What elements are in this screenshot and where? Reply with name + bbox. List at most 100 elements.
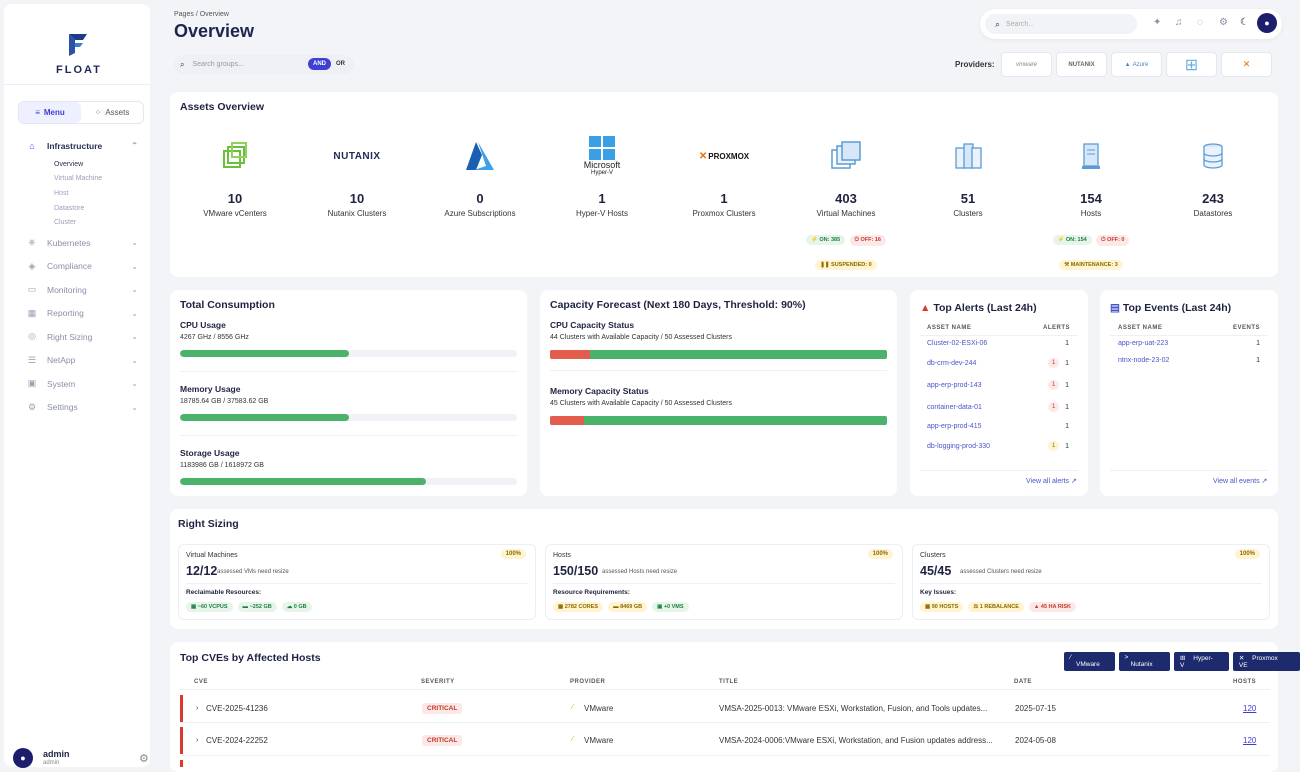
filter-label: VMware	[1070, 659, 1106, 670]
divider	[180, 689, 1270, 690]
divider	[550, 370, 887, 371]
sidebar-item-label: Reporting	[47, 308, 84, 319]
assets-tab[interactable]: ⁘ Assets	[81, 102, 143, 123]
rs-heading: Virtual Machines	[186, 552, 238, 559]
sidebar-item-monitoring[interactable]: ▭ Monitoring ⌄	[26, 278, 138, 302]
alert-row[interactable]: Cluster-02-ESXi-06 1	[927, 340, 1072, 352]
sidebar-item-reporting[interactable]: ▦ Reporting ⌄	[26, 301, 138, 325]
help-icon[interactable]: ◌	[1197, 17, 1203, 28]
sidebar-item-system[interactable]: ▣ System ⌄	[26, 372, 138, 396]
float-logo[interactable]: FLOAT	[56, 31, 100, 76]
cve-hosts-link[interactable]: 120	[1243, 736, 1257, 745]
sidebar-item-settings[interactable]: ⚙ Settings ⌄	[26, 395, 138, 419]
rs-percent-badge: 100%	[1234, 549, 1260, 559]
provider-hyperv-button[interactable]: ⊞	[1166, 52, 1217, 77]
asset-nutanix-clusters[interactable]: NUTANIX 10 Nutanix Clusters	[307, 131, 407, 219]
asset-virtual-machines[interactable]: 403 Virtual Machines	[796, 131, 896, 218]
chip-text: ~252 GB	[249, 604, 272, 610]
external-link-icon: ↗	[1071, 478, 1077, 485]
alert-row[interactable]: db-logging-prod-330 1 1	[927, 441, 1072, 455]
filter-nutanix[interactable]: > Nutanix	[1118, 652, 1170, 671]
event-asset-link[interactable]: app-erp-uat-223	[1118, 340, 1169, 347]
sidebar-item-right-sizing[interactable]: ◎ Right Sizing ⌄	[26, 325, 138, 349]
globe-icon: ◎	[28, 331, 36, 342]
global-search-input[interactable]: ⌕ Search...	[985, 14, 1137, 34]
filter-hyperv[interactable]: ⊞ Hyper-V	[1174, 652, 1229, 671]
right-sizing-clusters[interactable]: Clusters 100% 45/45 assessed Clusters ne…	[912, 544, 1270, 620]
user-profile[interactable]: ● admin admin ⚙	[13, 748, 153, 768]
view-all-alerts-link[interactable]: View all alerts ↗	[1026, 477, 1077, 485]
sidebar-nav: ⌂ Infrastructure ⌃ Overview Virtual Machin…	[26, 134, 138, 419]
menu-tab[interactable]: ≡ Menu	[19, 102, 81, 123]
cve-id: CVE-2024-22252	[206, 736, 268, 745]
alert-asset-link[interactable]: app-erp-prod-143	[927, 382, 982, 389]
sidebar-subitem-datastore[interactable]: Datastore	[54, 204, 85, 212]
chip: ▲ 45 HA RISK	[1028, 602, 1076, 612]
group-search[interactable]: ⌕ Search groups... AND OR	[174, 55, 354, 74]
or-toggle[interactable]: OR	[336, 61, 345, 67]
sidebar-item-infrastructure[interactable]: ⌂ Infrastructure ⌃	[26, 134, 138, 158]
sidebar-subitem-virtual-machine[interactable]: Virtual Machine	[54, 175, 103, 183]
view-all-events-link[interactable]: View all events ↗	[1213, 477, 1267, 485]
provider-vmware-button[interactable]: vmware	[1001, 52, 1052, 77]
provider-nutanix-button[interactable]: NUTANIX	[1056, 52, 1107, 77]
sidebar: FLOAT ≡ Menu ⁘ Assets ⌂ Infrastructure ⌃ Ove…	[4, 4, 153, 768]
provider-azure-button[interactable]: ▲ Azure	[1111, 52, 1162, 77]
view-all-events-text: View all events	[1213, 478, 1260, 485]
event-asset-link[interactable]: ntnx-node-23-02	[1118, 357, 1170, 364]
right-sizing-hosts[interactable]: Hosts 100% 150/150 assessed Hosts need r…	[545, 544, 903, 620]
host-status-pills: ⚡ ON: 154 ⏻ OFF: 0 ⚒ MAINTENANCE: 3	[1041, 228, 1141, 271]
gear-icon[interactable]: ⚙	[1219, 17, 1228, 28]
asset-hosts[interactable]: 154 Hosts	[1041, 131, 1141, 218]
asset-hyperv-hosts[interactable]: Microsoft Hyper-V 1 Hyper-V Hosts	[552, 131, 652, 218]
external-link-icon: ↗	[1261, 478, 1268, 485]
sidebar-item-kubernetes[interactable]: ⎈ Kubernetes ⌄	[26, 231, 138, 255]
alert-asset-link[interactable]: container-data-01	[927, 404, 982, 411]
alert-asset-link[interactable]: db-logging-prod-330	[927, 443, 991, 450]
asset-azure-subscriptions[interactable]: 0 Azure Subscriptions	[430, 131, 530, 218]
alert-asset-link[interactable]: db-crm-dev-244	[927, 360, 977, 367]
sidebar-item-compliance[interactable]: ◈ Compliance ⌄	[26, 254, 138, 278]
proxmox-x-icon: ✕	[698, 150, 708, 162]
alert-row[interactable]: app-erp-prod-143 1 1	[927, 380, 1072, 394]
user-role: admin	[43, 760, 60, 766]
filter-vmware[interactable]: ⁄ VMware	[1064, 652, 1115, 671]
cve-hosts-link[interactable]: 120	[1243, 704, 1257, 713]
sidebar-subitem-overview[interactable]: Overview	[54, 160, 84, 168]
chip: ▬ ~252 GB	[237, 602, 277, 612]
alert-asset-link[interactable]: app-erp-prod-415	[927, 423, 982, 430]
asset-proxmox-clusters[interactable]: ✕ PROXMOX 1 Proxmox Clusters	[674, 131, 774, 219]
event-row[interactable]: ntnx-node-23-02 1	[1118, 357, 1263, 369]
dark-mode-icon[interactable]: ☾	[1240, 17, 1249, 28]
cve-row[interactable]: › CVE-2025-41236 CRITICAL ⁄ VMware VMSA-…	[180, 695, 1270, 722]
alert-row[interactable]: app-erp-prod-415 1	[927, 423, 1072, 435]
bell-icon[interactable]: ♫	[1175, 17, 1183, 28]
cve-row[interactable]: › CVE-2024-22252 CRITICAL ⁄ VMware VMSA-…	[180, 727, 1270, 754]
sidebar-subitem-cluster[interactable]: Cluster	[54, 219, 77, 227]
vm-status-pills: ⚡ ON: 385 ⏻ OFF: 16 ❚❚ SUSPENDED: 0	[801, 228, 891, 271]
provider-proxmox-button[interactable]: ✕	[1221, 52, 1272, 77]
memory-capacity-value: 45 Clusters with Available Capacity / 50…	[550, 400, 732, 407]
alert-severity-badge: 1	[1048, 380, 1060, 390]
sidebar-subitem-host[interactable]: Host	[54, 189, 69, 197]
and-toggle[interactable]: AND	[308, 58, 331, 70]
event-row[interactable]: app-erp-uat-223 1	[1118, 340, 1263, 352]
user-avatar-button[interactable]: ●	[1257, 13, 1277, 33]
sidebar-item-netapp[interactable]: ☰ NetApp ⌄	[26, 348, 138, 372]
alert-row[interactable]: container-data-01 1 1	[927, 402, 1072, 416]
sparkle-icon[interactable]: ✦	[1153, 17, 1162, 28]
asset-clusters[interactable]: 51 Clusters	[918, 131, 1018, 218]
chevron-right-icon[interactable]: ›	[196, 705, 199, 712]
chevron-right-icon[interactable]: ›	[196, 737, 199, 744]
user-settings-gear-icon[interactable]: ⚙	[139, 753, 149, 765]
providers-label: Providers:	[955, 60, 995, 69]
right-sizing-vms[interactable]: Virtual Machines 100% 12/12 assessed VMs…	[178, 544, 536, 620]
cve-row-partial[interactable]	[180, 760, 1270, 767]
alert-asset-link[interactable]: Cluster-02-ESXi-06	[927, 340, 988, 347]
breadcrumb-pages[interactable]: Pages	[174, 11, 194, 18]
rs-chips: ▦ 2782 CORES ▬ 8469 GB ▣ +0 VMS	[553, 602, 689, 612]
filter-proxmox[interactable]: ✕ Proxmox VE	[1232, 652, 1300, 671]
asset-datastores[interactable]: 243 Datastores	[1163, 131, 1263, 218]
alert-row[interactable]: db-crm-dev-244 1 1	[927, 358, 1072, 372]
asset-vmware-vcenters[interactable]: 10 VMware vCenters	[185, 131, 285, 218]
